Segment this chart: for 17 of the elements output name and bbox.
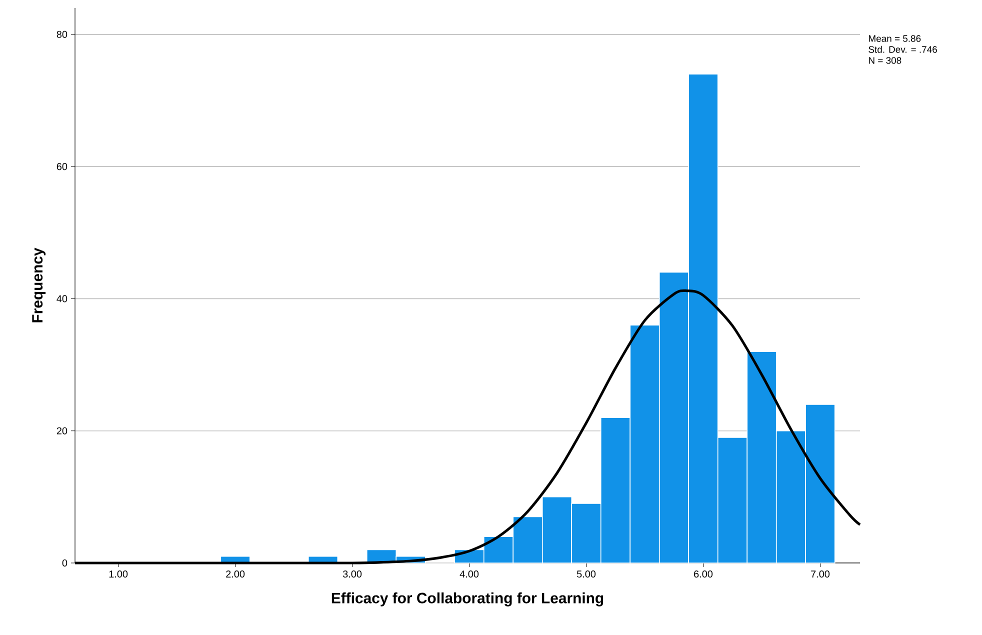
- x-axis-title: Efficacy for Collaborating for Learning: [332, 592, 604, 606]
- x-tick-label: 1.00: [109, 570, 128, 578]
- x-tick-label: 5.00: [576, 570, 596, 578]
- x-tick-label: 4.00: [460, 570, 479, 578]
- y-axis-title: Frequency: [32, 248, 46, 322]
- y-tick-label: 80: [56, 30, 68, 38]
- x-tick-label: 3.00: [342, 570, 362, 578]
- text: Std. Dev. = .746: [868, 46, 937, 53]
- y-tick-label: 60: [56, 163, 68, 170]
- x-tick-label: 7.00: [811, 570, 830, 578]
- x-tick-label: 2.00: [226, 570, 245, 578]
- x-tick-label: 6.00: [694, 570, 713, 578]
- y-tick-label: 0: [62, 559, 68, 567]
- y-tick-label: 40: [56, 295, 68, 302]
- text: Mean = 5.86: [868, 35, 921, 42]
- y-tick-label: 20: [56, 427, 68, 434]
- text: N = 308: [868, 57, 902, 64]
